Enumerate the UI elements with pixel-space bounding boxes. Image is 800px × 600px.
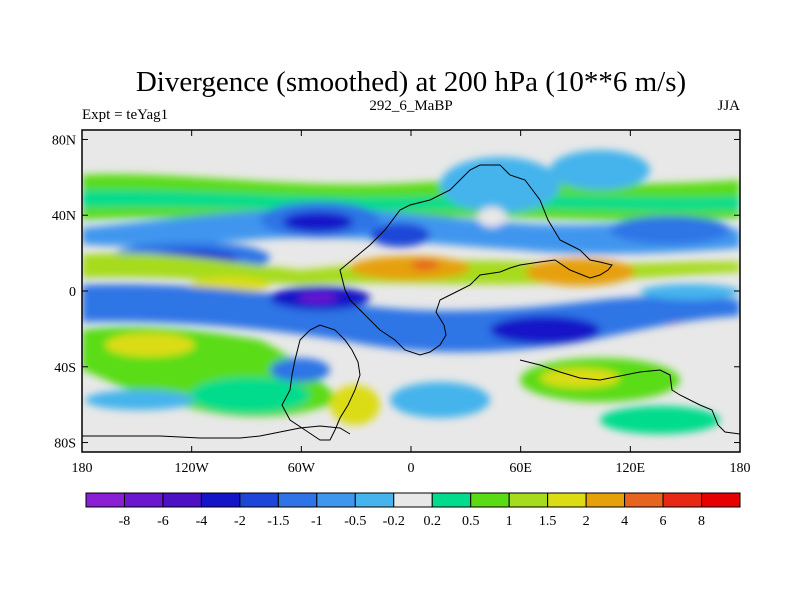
colorbar-label: 4 xyxy=(621,514,628,529)
colorbar-label: -1 xyxy=(311,514,323,529)
season-label: JJA xyxy=(717,98,740,114)
colorbar-label: -6 xyxy=(157,514,169,529)
colorbar-label: 1 xyxy=(506,514,513,529)
x-tick-label: 120E xyxy=(616,461,646,476)
field-yellow-cell-4 xyxy=(330,385,380,425)
y-tick-label: 0 xyxy=(69,285,76,300)
field-yellow-cell-2 xyxy=(105,333,195,357)
colorbar-swatch xyxy=(85,492,125,508)
x-tick-label: 180 xyxy=(730,461,751,476)
outline-australia xyxy=(519,359,740,435)
x-tick-label: 60W xyxy=(288,461,316,476)
field-red-cell-1 xyxy=(411,260,439,270)
y-tick-label: 80N xyxy=(52,133,76,148)
colorbar-swatch xyxy=(162,492,202,508)
colorbar-swatch xyxy=(431,492,472,508)
colorbar-swatch xyxy=(200,492,241,508)
y-tick-label: 40N xyxy=(52,209,76,224)
field-violet-core xyxy=(298,293,338,303)
colorbar: -8 -6 -4 -2 -1.5 -1 -0.5 -0.2 0.2 0.5 1 1.5 2 4 6 8 xyxy=(85,492,741,529)
colorbar-swatch xyxy=(585,492,626,508)
y-axis: 80N 40N 0 40S 80S xyxy=(52,133,740,452)
colorbar-swatch xyxy=(662,492,703,508)
colorbar-swatch xyxy=(123,492,164,508)
colorbar-label: 1.5 xyxy=(539,514,557,529)
colorbar-swatch xyxy=(316,492,356,508)
field-orange-cell-1 xyxy=(350,256,470,280)
colorbar-label: -1.5 xyxy=(267,514,289,529)
field-blue-cell-6 xyxy=(440,157,560,213)
field-orange-cell-2 xyxy=(525,258,635,286)
field-blue-cell-10 xyxy=(640,284,740,300)
x-tick-label: 0 xyxy=(408,461,415,476)
chart-title: Divergence (smoothed) at 200 hPa (10**6 … xyxy=(136,66,686,98)
colorbar-label: 6 xyxy=(660,514,667,529)
colorbar-label: -8 xyxy=(119,514,131,529)
field-aqua-north xyxy=(82,189,740,212)
colorbar-label: -2 xyxy=(234,514,246,529)
period-label: 292_6_MaBP xyxy=(369,98,452,114)
colorbar-swatch xyxy=(354,492,395,508)
x-tick-label: 120W xyxy=(175,461,210,476)
field-blue-cell-11 xyxy=(390,382,490,418)
colorbar-swatch xyxy=(277,492,318,508)
field-blue-cell-12 xyxy=(270,358,330,382)
field-blue-cell-13 xyxy=(85,390,195,410)
continent-outlines xyxy=(82,164,740,441)
colorbar-label: -0.2 xyxy=(383,514,405,529)
outline-antarctica xyxy=(82,425,351,439)
colorbar-swatch xyxy=(470,492,510,508)
field-blue-cell-7 xyxy=(550,150,650,190)
colorbar-label: -4 xyxy=(196,514,208,529)
colorbar-label: 0.2 xyxy=(423,514,441,529)
colorbar-swatch xyxy=(239,492,279,508)
colorbar-label: 8 xyxy=(698,514,705,529)
x-tick-label: 180 xyxy=(72,461,93,476)
field-blue-cell-9 xyxy=(490,316,600,344)
field-white-hole xyxy=(478,207,506,227)
plot-area xyxy=(82,130,740,452)
field-aqua-cell-2 xyxy=(190,377,310,413)
field-green-cell-4 xyxy=(600,406,720,434)
y-tick-label: 80S xyxy=(54,437,76,452)
colorbar-swatch xyxy=(701,492,741,508)
colorbar-swatch xyxy=(393,492,433,508)
x-tick-label: 60E xyxy=(509,461,532,476)
colorbar-label: 2 xyxy=(583,514,590,529)
field-blue-cell-8 xyxy=(610,216,730,244)
colorbar-label: 0.5 xyxy=(462,514,480,529)
field-blue-cell-4 xyxy=(283,212,353,232)
y-tick-label: 40S xyxy=(54,361,76,376)
colorbar-swatch xyxy=(547,492,587,508)
colorbar-swatch xyxy=(624,492,664,508)
colorbar-swatch xyxy=(508,492,549,508)
colorbar-label: -0.5 xyxy=(344,514,366,529)
outline-americas xyxy=(281,324,361,441)
outline-africa-eurasia xyxy=(339,164,613,356)
experiment-label: Expt = teYag1 xyxy=(82,107,168,123)
divergence-field xyxy=(82,150,740,434)
field-blue-cell-5 xyxy=(370,223,430,247)
x-axis: 180 120W 60W 0 60E 120E 180 xyxy=(72,130,751,476)
